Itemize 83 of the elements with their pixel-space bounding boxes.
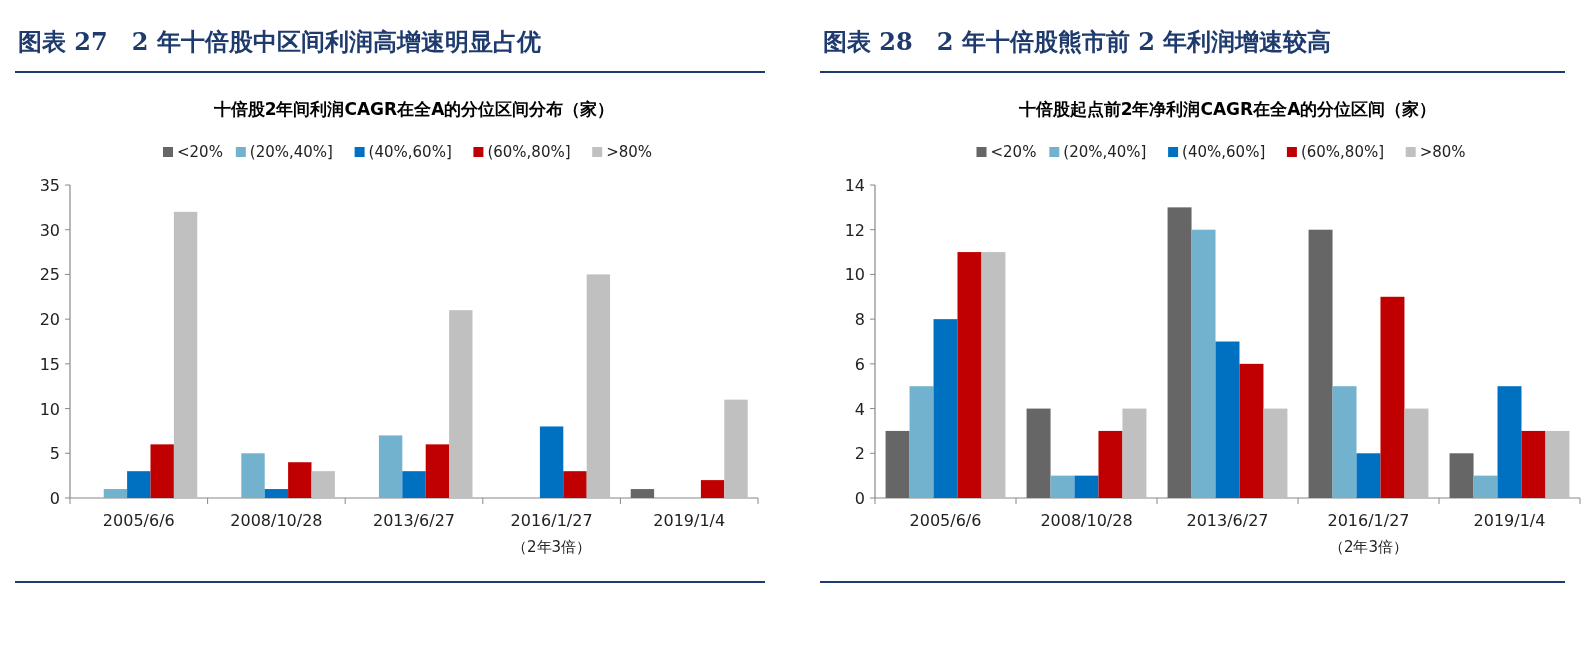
bar [1380, 296, 1405, 498]
x-tick-label: 2005/6/6 [102, 511, 175, 530]
bar [1545, 430, 1570, 498]
legend-label: >80% [1419, 143, 1466, 161]
bar [425, 444, 450, 498]
bar [241, 453, 265, 498]
bar [264, 489, 289, 498]
legend-label: >80% [606, 143, 653, 161]
chart-title: 图表 28 2 年十倍股熊市前 2 年利润增速较高 [823, 27, 1332, 56]
bar [288, 462, 312, 498]
legend-label: (60%,80%] [487, 143, 571, 161]
bar [1239, 363, 1264, 498]
y-tick-label: 8 [854, 310, 865, 330]
legend-label: (60%,80%] [1300, 143, 1385, 161]
bar [1026, 408, 1051, 498]
bar [933, 319, 958, 498]
bar [724, 399, 748, 498]
bar [1356, 453, 1381, 498]
x-tick-label: 2019/1/4 [653, 511, 726, 530]
bar [1263, 408, 1288, 498]
y-tick-label: 14 [844, 176, 865, 195]
legend-label: (40%,60%] [1182, 143, 1266, 161]
y-tick-label: 10 [39, 399, 60, 419]
bar [700, 480, 725, 498]
bar [150, 444, 174, 498]
x-tick-label: 2013/6/27 [372, 511, 456, 530]
y-tick-label: 0 [49, 489, 60, 508]
y-tick-label: 20 [39, 310, 60, 330]
chart-subtitle: 十倍股2年间利润CAGR在全A的分位区间分布（家） [212, 99, 615, 119]
bar [1473, 475, 1498, 498]
bar [1449, 453, 1474, 498]
bar [1332, 386, 1357, 498]
legend-label: <20% [177, 143, 223, 161]
x-tick-label: 2008/10/28 [1040, 511, 1133, 530]
x-tick-label: 2016/1/27 （2年3倍） [1327, 511, 1410, 556]
y-tick-label: 25 [39, 265, 60, 285]
x-tick-label: 2013/6/27 [1186, 511, 1269, 530]
x-tick-label: 2005/6/6 [909, 511, 982, 530]
legend-label: (40%,60%] [368, 143, 452, 161]
bar [173, 211, 198, 498]
bar [1050, 475, 1075, 498]
x-tick-label: 2016/1/27 （2年3倍） [510, 511, 593, 556]
bar [1167, 207, 1192, 498]
bar [630, 489, 655, 498]
bar [127, 471, 151, 498]
bar [378, 435, 403, 498]
bar [402, 471, 426, 498]
y-tick-label: 30 [39, 220, 60, 240]
bar [1308, 229, 1333, 498]
x-tick-label: 2019/1/4 [1473, 511, 1546, 530]
bar [449, 310, 473, 498]
legend-label: <20% [990, 143, 1037, 161]
bar [1521, 430, 1546, 498]
bar [311, 471, 335, 498]
bar [1404, 408, 1429, 498]
bar [1497, 386, 1522, 498]
legend-label: (20%,40%] [249, 143, 333, 161]
y-tick-label: 4 [854, 399, 865, 419]
bar [1074, 475, 1099, 498]
bar [586, 274, 611, 498]
bar [103, 489, 128, 498]
bar [1122, 408, 1147, 498]
y-tick-label: 0 [854, 489, 865, 508]
bar [539, 426, 564, 498]
bar [1098, 430, 1123, 498]
chart-title: 图表 27 2 年十倍股中区间利润高增速明显占优 [18, 27, 541, 56]
bar [981, 252, 1006, 498]
bar [885, 430, 910, 498]
legend-label: (20%,40%] [1063, 143, 1147, 161]
y-tick-label: 5 [49, 444, 60, 464]
bar [957, 252, 982, 498]
chart-subtitle: 十倍股起点前2年净利润CAGR在全A的分位区间（家） [1017, 99, 1437, 119]
bar [563, 471, 587, 498]
bar [1215, 341, 1240, 498]
x-tick-label: 2008/10/28 [230, 511, 323, 530]
y-tick-label: 12 [844, 220, 865, 240]
bar [1191, 229, 1216, 498]
y-tick-label: 15 [39, 354, 60, 374]
y-tick-label: 35 [39, 176, 60, 195]
y-tick-label: 2 [854, 444, 865, 464]
y-tick-label: 6 [854, 354, 865, 374]
y-tick-label: 10 [844, 265, 865, 285]
bar [909, 386, 934, 498]
